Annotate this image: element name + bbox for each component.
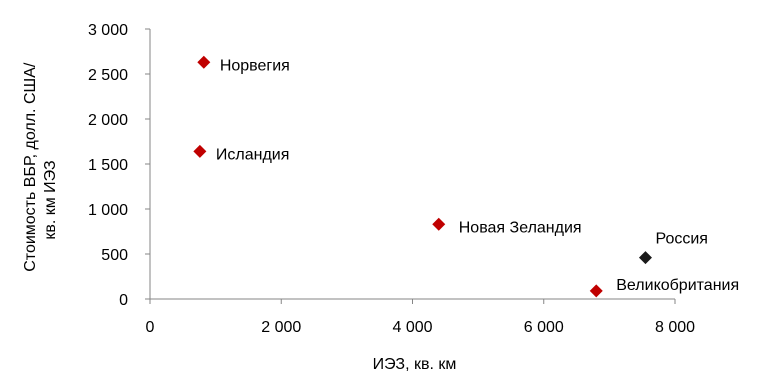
data-point-marker [432,217,446,231]
data-points: Норвегия Исландия Новая Зеландия Россия Вели… [193,55,739,298]
y-tick-label: 500 [101,247,128,264]
x-tick-label: 4 000 [392,319,432,336]
y-tick-label: 2 000 [88,112,128,129]
x-tick-label: 0 [146,319,155,336]
data-point-label: Россия [655,231,707,248]
y-axis-title-line-2: кв. км ИЭЗ [42,160,59,239]
y-tick-label: 3 000 [88,22,128,39]
y-axis-title: Стоимость ВБР, долл. США/ кв. км ИЭЗ [22,58,59,272]
x-ticks: 0 2 000 4 000 6 000 8 000 [146,299,695,336]
y-tick-label: 0 [119,292,128,309]
data-point-label: Новая Зеландия [459,219,582,236]
data-point-marker [197,55,211,69]
y-tick-label: 2 500 [88,67,128,84]
x-tick-label: 2 000 [261,319,301,336]
y-tick-label: 1 500 [88,157,128,174]
x-tick-label: 8 000 [655,319,695,336]
data-point-marker [638,251,652,265]
x-tick-label: 6 000 [524,319,564,336]
data-point-marker [589,284,603,298]
data-point-label: Исландия [216,146,290,163]
data-point-label: Великобритания [616,277,739,294]
y-ticks: 0 500 1 000 1 500 2 000 2 500 3 000 [88,22,150,309]
x-axis-title: ИЭЗ, кв. км [373,356,457,373]
y-tick-label: 1 000 [88,202,128,219]
data-point-marker [193,144,207,158]
y-axis-title-line-1: Стоимость ВБР, долл. США/ [22,62,39,272]
data-point-label: Норвегия [220,57,290,74]
